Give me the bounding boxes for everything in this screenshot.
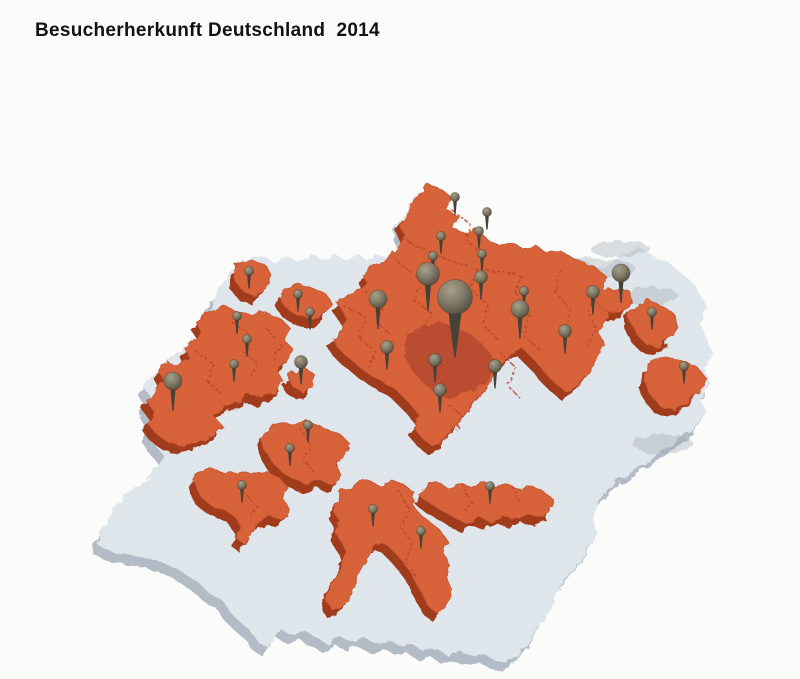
- visitor-pin: [586, 285, 600, 315]
- pin-head: [558, 324, 572, 338]
- pin-head: [485, 481, 495, 491]
- visitor-pin: [163, 371, 183, 411]
- visitor-pin: [416, 262, 440, 312]
- visitor-pin: [510, 299, 530, 339]
- visitor-pin: [519, 286, 529, 309]
- pin-head: [303, 420, 313, 430]
- map-region-region-east-mid: [629, 299, 679, 349]
- pin-head: [237, 480, 247, 490]
- pin-head: [244, 266, 254, 276]
- visitor-pin: [477, 249, 487, 272]
- pin-head: [416, 526, 426, 536]
- pin-head: [380, 340, 394, 354]
- visitor-pin: [611, 263, 631, 303]
- visitor-pin: [244, 266, 254, 289]
- pin-head: [229, 359, 239, 369]
- highlight-region: [404, 322, 496, 398]
- pin-head: [242, 334, 252, 344]
- pin-head: [519, 286, 529, 296]
- visitor-pin: [232, 311, 242, 334]
- map-region-region-south-band: [417, 481, 555, 525]
- pin-head: [416, 262, 440, 286]
- visitor-regions: [145, 183, 707, 615]
- visitor-pin: [474, 270, 488, 300]
- pin-head: [474, 226, 484, 236]
- visitor-pin: [285, 443, 295, 466]
- map-region-region-south-c: [325, 479, 453, 615]
- map-region-region-east-block: [595, 287, 633, 314]
- map-region-region-nw-small: [233, 259, 273, 297]
- visitor-pin: [303, 420, 313, 443]
- pin-head: [482, 207, 492, 217]
- pin-head: [436, 231, 446, 241]
- page-title: Besucherherkunft Deutschland 2014: [35, 20, 380, 41]
- pin-head: [305, 307, 315, 317]
- pin-head: [437, 279, 473, 315]
- visitor-pin: [679, 361, 689, 384]
- visitor-pin: [436, 231, 446, 254]
- pin-head: [293, 289, 303, 299]
- pin-head: [294, 355, 308, 369]
- visitor-pin: [416, 526, 426, 549]
- pin-head: [477, 249, 487, 259]
- visitor-pins: [163, 192, 689, 549]
- visitor-pin: [380, 340, 394, 370]
- pin-head: [450, 192, 460, 202]
- map-region-mass-central-north: [331, 183, 613, 447]
- visitor-pin: [558, 324, 572, 354]
- visitor-pin: [368, 289, 388, 329]
- visitor-pin: [237, 480, 247, 503]
- visitor-pin: [305, 307, 315, 330]
- visitor-pin: [229, 359, 239, 382]
- visitor-pin: [647, 307, 657, 330]
- pin-head: [510, 299, 530, 319]
- visitor-pin: [368, 504, 378, 527]
- district-borders: [195, 209, 601, 579]
- pin-head: [285, 443, 295, 453]
- map-region-cluster-west: [145, 305, 295, 447]
- visitor-pin: [242, 334, 252, 357]
- visitor-pin: [293, 289, 303, 312]
- visitor-pin: [482, 207, 492, 230]
- pin-head: [647, 307, 657, 317]
- visitor-pin: [437, 279, 473, 358]
- pin-head: [488, 359, 502, 373]
- pin-head: [232, 311, 242, 321]
- pin-head: [433, 383, 447, 397]
- pin-head: [586, 285, 600, 299]
- pin-head: [611, 263, 631, 283]
- pin-head: [428, 251, 438, 261]
- visitor-pin: [428, 353, 442, 383]
- map-region-region-w-pair: [279, 283, 333, 321]
- pin-head: [368, 504, 378, 514]
- visitor-pin: [294, 355, 308, 385]
- visitor-pin: [433, 383, 447, 413]
- pin-head: [428, 353, 442, 367]
- visitor-pin: [485, 481, 495, 504]
- map-region-region-east-south: [643, 355, 707, 411]
- pin-head: [163, 371, 183, 391]
- map-region-region-southwest-b: [193, 467, 291, 545]
- visitor-pin: [474, 226, 484, 249]
- visitor-pin: [488, 359, 502, 389]
- pin-head: [679, 361, 689, 371]
- pin-head: [368, 289, 388, 309]
- pin-head: [474, 270, 488, 284]
- visitor-pin: [450, 192, 460, 215]
